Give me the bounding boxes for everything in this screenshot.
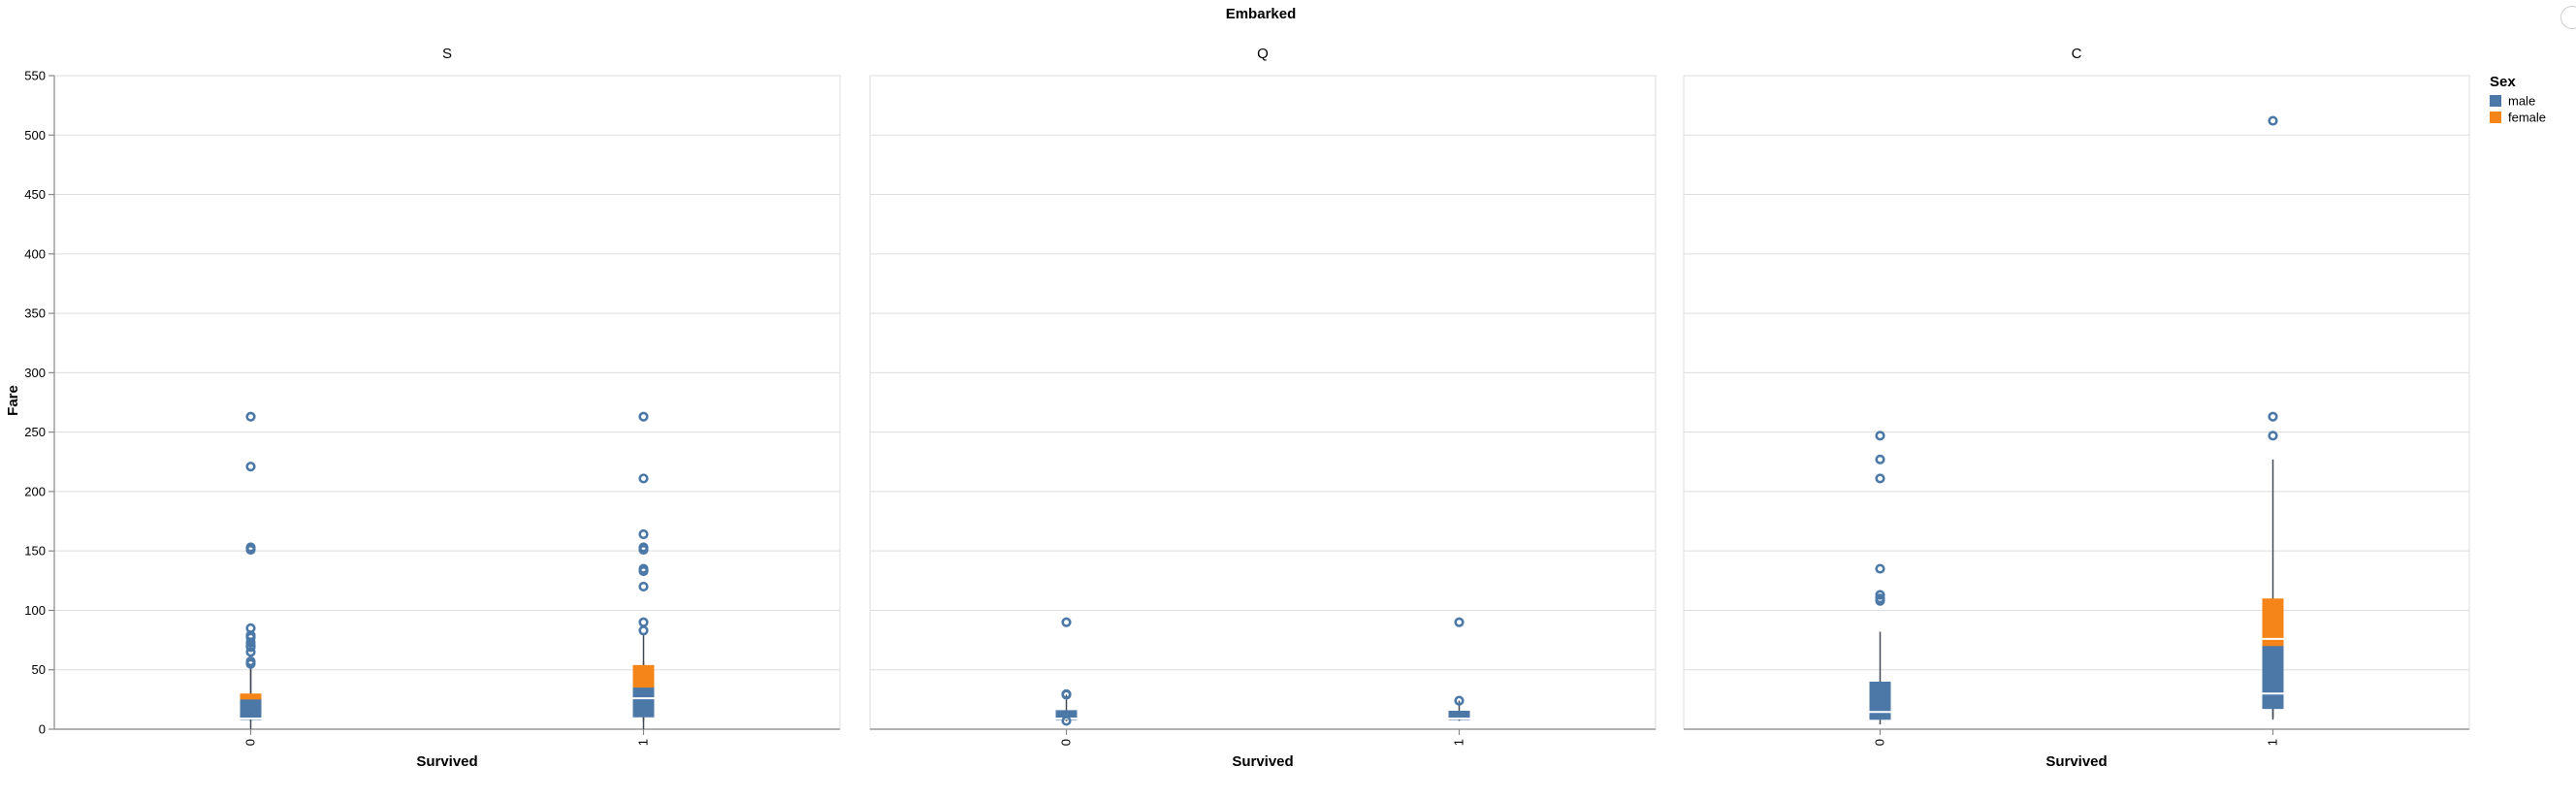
legend-title: Sex [2490,74,2516,90]
outlier-point [638,565,649,577]
legend-swatch-male [2490,95,2501,107]
outlier-point [638,473,649,484]
y-tick-label: 0 [39,722,46,737]
outlier-point [638,581,649,592]
facet-c: C 0 1 Survived [1683,46,2470,770]
facet-title: C [2072,46,2082,62]
y-tick-label: 50 [32,662,46,677]
x-tick-label: 0 [1059,739,1074,746]
x-tick-label: 0 [1873,739,1887,746]
outlier-point [638,625,649,636]
outlier-point [638,528,649,540]
x-tick-label: 1 [2266,739,2280,746]
facet-s: S 0 50 100 150 200 250 300 350 400 450 500 550 0 1 Surv… [24,46,841,770]
outlier-point [245,647,256,657]
outlier-point [2268,115,2278,126]
outlier-point [245,642,256,653]
outlier-point [2268,411,2278,422]
y-tick-label: 550 [24,69,46,83]
facet-title: Q [1257,46,1269,62]
outlier-point [1061,716,1072,726]
chart-title: Embarked [1226,6,1297,22]
plot-frame [869,75,1657,730]
plot-frame [53,75,841,730]
box-male [1448,711,1470,720]
box-male [240,699,262,720]
y-tick-label: 500 [24,128,46,143]
x-axis-title: Survived [1232,753,1293,770]
y-tick-label: 250 [24,425,46,439]
outlier-point [1875,590,1885,600]
y-tick-label: 150 [24,544,46,559]
outlier-point [245,544,256,556]
outlier-point [245,637,256,648]
outlier-point [1061,617,1072,627]
outlier-point [1875,595,1885,606]
x-tick-label: 0 [243,739,258,746]
y-axis-title: Fare [5,385,21,416]
outlier-point [1875,431,1885,441]
outlier-point [245,658,256,669]
box-male [632,687,655,718]
y-tick-label: 300 [24,366,46,380]
outlier-point [1875,473,1885,484]
y-tick-label: 100 [24,603,46,618]
facet-title: S [442,46,452,62]
box-male [1869,681,1891,720]
outlier-point [1875,563,1885,574]
legend: Sex male female [2490,74,2546,125]
plot-frame [1683,75,2470,730]
outlier-point [638,617,649,627]
outlier-point [1454,695,1465,706]
outlier-point [1875,454,1885,464]
y-tick-label: 350 [24,306,46,321]
outlier-point [1454,617,1465,627]
legend-label-female: female [2508,111,2546,125]
outlier-point [638,544,649,556]
y-tick-label: 200 [24,484,46,498]
outlier-point [245,462,256,472]
legend-swatch-female [2490,112,2501,123]
y-tick-label: 400 [24,246,46,261]
facet-q: Q 0 1 Survived [869,46,1657,770]
settings-menu-icon[interactable] [2560,6,2576,29]
box-male [1055,710,1078,720]
outlier-point [2268,431,2278,441]
outlier-point [1061,689,1072,700]
x-tick-label: 1 [1452,739,1466,746]
outlier-point [638,411,649,422]
x-axis-title: Survived [416,753,477,770]
box-male [2262,646,2284,710]
outlier-point [245,411,256,422]
x-tick-label: 1 [636,739,651,746]
x-axis-title: Survived [2045,753,2107,770]
legend-label-male: male [2508,94,2535,109]
y-tick-label: 450 [24,187,46,202]
